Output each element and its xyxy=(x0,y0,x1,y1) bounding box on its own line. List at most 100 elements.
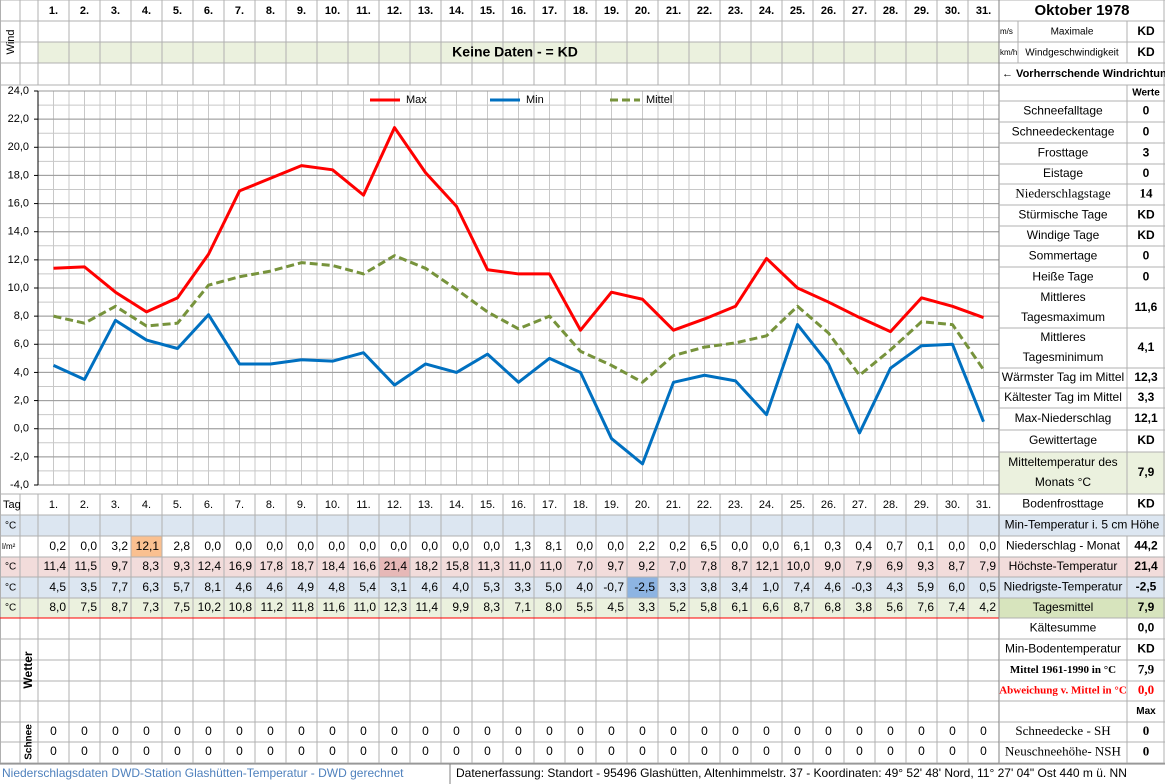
cell xyxy=(379,557,410,577)
day-header: 2. xyxy=(80,5,89,17)
summary-label: Mittel 1961-1990 in °C xyxy=(1010,664,1116,676)
max-value: 10,0 xyxy=(787,559,811,573)
summary-value: 11,6 xyxy=(1135,300,1158,314)
cell xyxy=(999,515,1165,536)
day-label: 7. xyxy=(235,499,244,511)
snow-value: 0 xyxy=(763,724,770,738)
series-line xyxy=(52,313,985,466)
max-value: 11,0 xyxy=(509,559,532,573)
mean-value: 7,5 xyxy=(173,600,190,614)
mean-value: 8,7 xyxy=(793,600,810,614)
day-header: 23. xyxy=(728,5,743,17)
day-label: 31. xyxy=(976,499,991,511)
mean-value: 11,6 xyxy=(323,600,346,614)
summary-label: Höchste-Temperatur xyxy=(1009,559,1118,573)
day-header: 4. xyxy=(142,5,151,17)
precip-value: 1,3 xyxy=(514,539,531,553)
cell xyxy=(999,577,1165,598)
min-value: 6,0 xyxy=(948,580,965,594)
month-title: Oktober 1978 xyxy=(1034,2,1129,19)
mean-value: 8,7 xyxy=(111,600,128,614)
snow-value: 0 xyxy=(236,744,243,758)
footer-right: Datenerfassung: Standort - 95496 Glashüt… xyxy=(456,766,1127,780)
summary-value: 21,4 xyxy=(1134,559,1158,573)
summary-label: Windige Tage xyxy=(1027,228,1100,242)
mean-value: 10,2 xyxy=(198,600,222,614)
max-value: 9,7 xyxy=(111,559,128,573)
min-value: 4,6 xyxy=(266,580,283,594)
y-tick-label: 24,0 xyxy=(8,85,29,97)
wind-direction: ← Vorherrschende Windrichtung xyxy=(1002,68,1165,80)
max-value: 11,4 xyxy=(44,559,67,573)
day-header: 19. xyxy=(604,5,619,17)
precip-value: 0,2 xyxy=(49,539,66,553)
min-value: 4,9 xyxy=(297,580,314,594)
snow-value: 0 xyxy=(329,744,336,758)
y-tick-label: 16,0 xyxy=(8,197,29,209)
day-header: 9. xyxy=(297,5,306,17)
legend-label: Max xyxy=(406,94,427,106)
cell xyxy=(131,536,162,557)
snow-value: 0 xyxy=(422,744,429,758)
precip-value: 3,2 xyxy=(111,539,128,553)
snow-value: 0 xyxy=(980,744,987,758)
max-value: 15,8 xyxy=(446,559,470,573)
day-header: 27. xyxy=(852,5,867,17)
footer-left: Niederschlagsdaten DWD-Station Glashütte… xyxy=(2,766,404,780)
precip-value: 0,0 xyxy=(731,539,748,553)
cell xyxy=(0,515,999,536)
day-header: 3. xyxy=(111,5,120,17)
summary-label: Wärmster Tag im Mittel xyxy=(1002,370,1124,384)
max-value: 11,3 xyxy=(478,559,501,573)
snow-value: 0 xyxy=(639,724,646,738)
snow-value: 0 xyxy=(298,724,305,738)
day-label: 27. xyxy=(852,499,867,511)
wind-caption: Windgeschwindigkeit xyxy=(1025,48,1119,59)
day-header: 17. xyxy=(542,5,557,17)
snow-value: 0 xyxy=(546,724,553,738)
day-header: 15. xyxy=(480,5,495,17)
precip-value: 0,2 xyxy=(669,539,686,553)
min-value: 6,3 xyxy=(142,580,159,594)
max-value: 17,8 xyxy=(260,559,284,573)
min-value: 1,0 xyxy=(762,580,779,594)
snow-value: 0 xyxy=(887,724,894,738)
precip-value: 2,2 xyxy=(638,539,655,553)
snow-value: 0 xyxy=(360,724,367,738)
summary-label: Bodenfrosttage xyxy=(1022,497,1104,511)
min-value: 8,1 xyxy=(204,580,221,594)
series-line xyxy=(53,126,985,334)
max-value: 9,7 xyxy=(607,559,624,573)
unit-label: °C xyxy=(5,583,16,594)
snow-value: 0 xyxy=(391,744,398,758)
legend-label: Mittel xyxy=(646,94,672,106)
day-label: 17. xyxy=(542,499,557,511)
min-value: -0,3 xyxy=(851,580,872,594)
day-label: 28. xyxy=(883,499,898,511)
snow-value: 0 xyxy=(546,744,553,758)
max-value: 9,0 xyxy=(824,559,841,573)
precip-value: 0,0 xyxy=(421,539,438,553)
summary-value: 3 xyxy=(1143,146,1150,160)
summary-value: 0 xyxy=(1143,249,1150,263)
mean-value: 4,2 xyxy=(979,600,996,614)
snow-value: 0 xyxy=(515,724,522,738)
precip-value: 0,0 xyxy=(452,539,469,553)
precip-value: 0,0 xyxy=(80,539,97,553)
min-value: 5,4 xyxy=(359,580,376,594)
min-value: 5,0 xyxy=(545,580,562,594)
snow-value: 0 xyxy=(949,744,956,758)
cell xyxy=(999,557,1165,577)
snow-value: 0 xyxy=(81,744,88,758)
mean-value: 7,3 xyxy=(142,600,159,614)
day-label: 22. xyxy=(697,499,712,511)
summary-label: Abweichung v. Mittel in °C xyxy=(999,685,1127,697)
row-label: Tag xyxy=(3,499,21,511)
snow-value: 0 xyxy=(484,724,491,738)
snow-value: 0 xyxy=(329,724,336,738)
summary-label: Neuschneehöhe- NSH xyxy=(1005,743,1121,758)
summary-label: Niederschlag - Monat xyxy=(1006,539,1121,553)
day-header: 30. xyxy=(945,5,960,17)
snow-value: 0 xyxy=(453,724,460,738)
snow-value: 0 xyxy=(856,724,863,738)
